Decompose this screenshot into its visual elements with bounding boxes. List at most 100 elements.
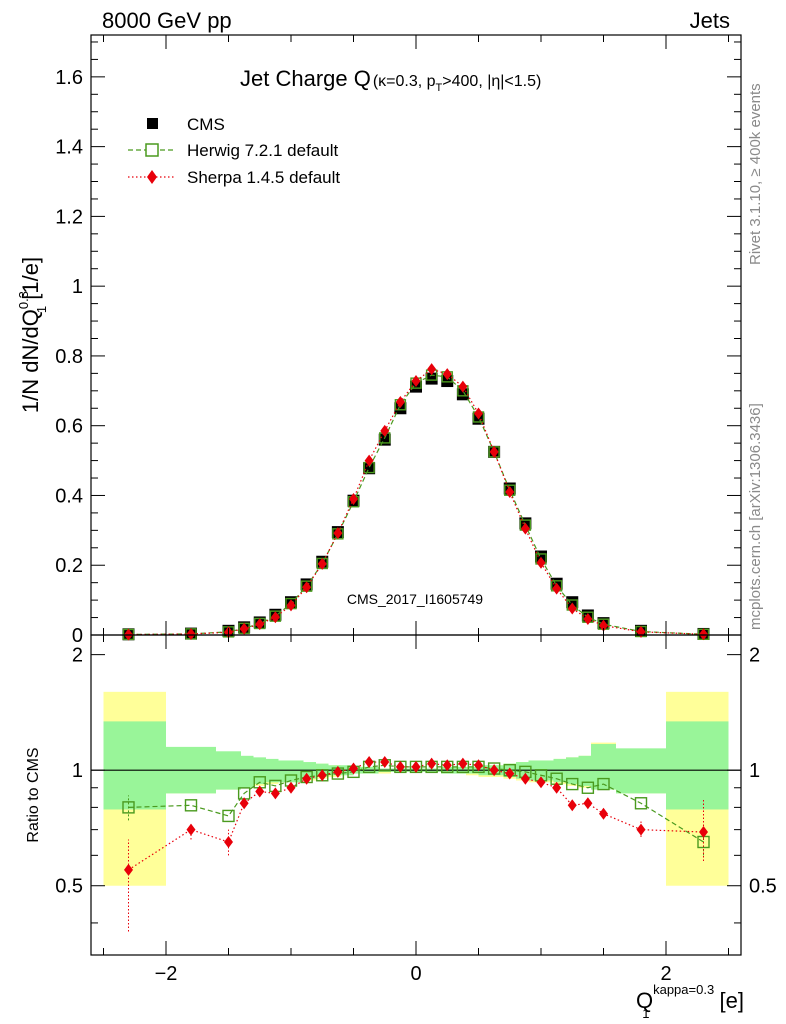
cms-point [394,402,407,415]
sherpa-point [380,424,390,437]
sherpa-ratio-point [505,767,515,780]
sherpa-ratio-point [636,823,646,836]
herwig-ratio-point [566,777,579,791]
sherpa-ratio-point [536,776,546,789]
sherpa-ratio-point [552,781,562,794]
sherpa-ratio-point [380,756,390,769]
legend-label-sherpa: Sherpa 1.4.5 default [187,168,340,187]
sherpa-point [599,619,608,632]
sherpa-point [286,599,296,612]
sherpa-point [395,395,405,408]
sherpa-ratio-point [395,760,405,773]
sherpa-ratio-point [583,797,593,810]
main-y-tick-label: 1.6 [55,67,83,89]
stat-uncertainty-band [103,721,166,810]
sherpa-point [489,445,499,458]
sherpa-point [302,581,312,594]
herwig-ratio-point [122,801,135,814]
header-process: Jets [690,8,730,33]
x-tick-label: −2 [155,963,178,985]
main-y-label: 1/N dN/dQ0.31 [1/e] [16,257,49,413]
sherpa-ratio-point [474,759,483,772]
ratio-x-label-sup: kappa=0.3 [653,982,714,997]
header-energy: 8000 GeV pp [102,8,232,33]
sherpa-ratio-point [349,762,358,775]
legend: CMS Herwig 7.2.1 default Sherpa 1.4.5 de… [128,115,340,187]
stat-uncertainty-band [591,744,616,790]
sherpa-ratio-point [317,769,327,782]
sherpa-point [583,612,593,625]
ratio-y-tick-label: 0.5 [55,876,83,898]
sherpa-ratio-point [364,756,374,769]
main-y-label-b: [1/e] [18,257,43,306]
chart-title-main: Jet Charge Q [240,66,371,91]
sherpa-point [255,618,265,631]
legend-label-cms: CMS [187,115,225,134]
ratio-y-tick-label-right: 0.5 [749,876,777,898]
sherpa-point [552,582,562,595]
x-tick-label: 2 [660,963,671,985]
sherpa-ratio-point [239,797,249,810]
main-y-label-sub: 1 [34,306,49,313]
sherpa-ratio-point [427,757,437,770]
ratio-plot-marks [91,691,741,932]
ratio-y-tick-label: 1 [72,760,83,782]
sherpa-ratio-point [224,835,233,848]
legend-marker-sherpa [147,170,157,184]
watermark: CMS_2017_I1605749 [347,591,483,607]
legend-marker-herwig [145,143,159,157]
sherpa-point [474,407,483,420]
sherpa-point [349,492,358,505]
chart-title: Jet Charge Q (κ=0.3, pT>400, |η|<1.5) [240,66,541,94]
sherpa-ratio-point [567,799,577,812]
legend-label-herwig: Herwig 7.2.1 default [187,141,338,160]
main-y-tick-label: 0 [72,625,83,647]
main-axis-ticks: 0 0.2 0.4 0.6 0.8 1 1.2 1.4 1.6 [55,35,741,647]
cms-point [441,375,454,388]
sherpa-point [505,485,515,498]
legend-marker-cms [147,118,158,129]
sherpa-point [458,380,468,393]
sherpa-point [442,368,452,381]
cms-point [566,596,579,609]
sherpa-ratio-point [458,757,468,770]
main-y-tick-label: 1.4 [55,137,83,159]
sherpa-point [186,628,196,641]
sherpa-ratio-point [302,772,312,785]
stat-uncertainty-band [616,748,666,794]
sherpa-ratio-point [599,807,608,820]
main-y-label-a: 1/N dN/dQ [18,309,43,413]
ratio-y-tick-label-right: 2 [749,645,760,667]
sherpa-ratio-point [255,785,265,798]
sherpa-ratio-point [333,765,343,778]
sherpa-point [364,454,374,467]
cms-point [363,462,376,475]
stat-uncertainty-band [278,760,304,783]
ratio-frame [90,634,742,956]
ratio-y-tick-label: 2 [72,645,83,667]
herwig-ratio-point [222,809,235,823]
main-y-tick-label: 0.6 [55,416,83,438]
ratio-axis-ticks: 0.5 0.5 1 1 2 2 −2 0 2 [55,635,777,985]
herwig-ratio-point [597,777,610,791]
sherpa-ratio-point [186,823,196,836]
main-y-tick-label: 0.8 [55,346,83,368]
main-y-tick-label: 1 [72,276,83,298]
main-y-tick-label: 0.2 [55,555,83,577]
sherpa-ratio-point [286,781,296,794]
mcplots-note: mcplots.cern.ch [arXiv:1306.3436] [747,403,764,630]
ratio-x-label-sub: 1 [642,1006,649,1021]
rivet-note: Rivet 3.1.10, ≥ 400k events [747,83,764,265]
stat-uncertainty-band [241,755,254,788]
ratio-x-label: Qkappa=0.3 1 [e] [636,982,744,1021]
sherpa-point [699,628,708,641]
main-y-label-sup: 0.3 [16,291,31,309]
sherpa-point [270,611,280,624]
ratio-y-tick-label-right: 1 [749,760,760,782]
chart-title-sub-b: >400, |η|<1.5) [442,73,541,90]
herwig-ratio-point [634,797,648,810]
sherpa-point [411,375,421,388]
main-plot-marks [122,363,710,641]
stat-uncertainty-band [578,755,591,786]
sherpa-ratio-point [442,759,452,772]
